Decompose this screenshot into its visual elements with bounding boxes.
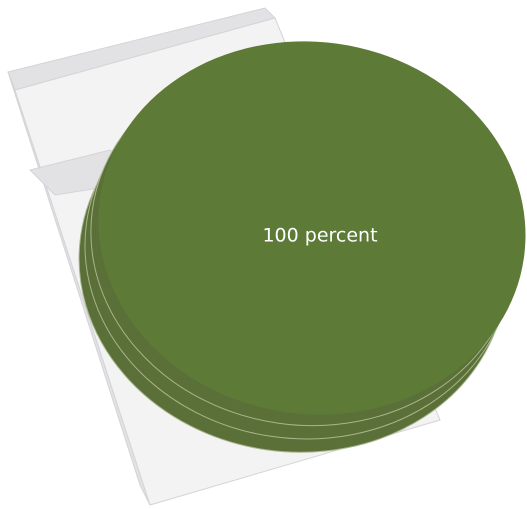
slice-label: 100 percent bbox=[262, 225, 377, 247]
pie-slice bbox=[98, 41, 526, 415]
pie-group: 100 percent bbox=[78, 41, 526, 453]
